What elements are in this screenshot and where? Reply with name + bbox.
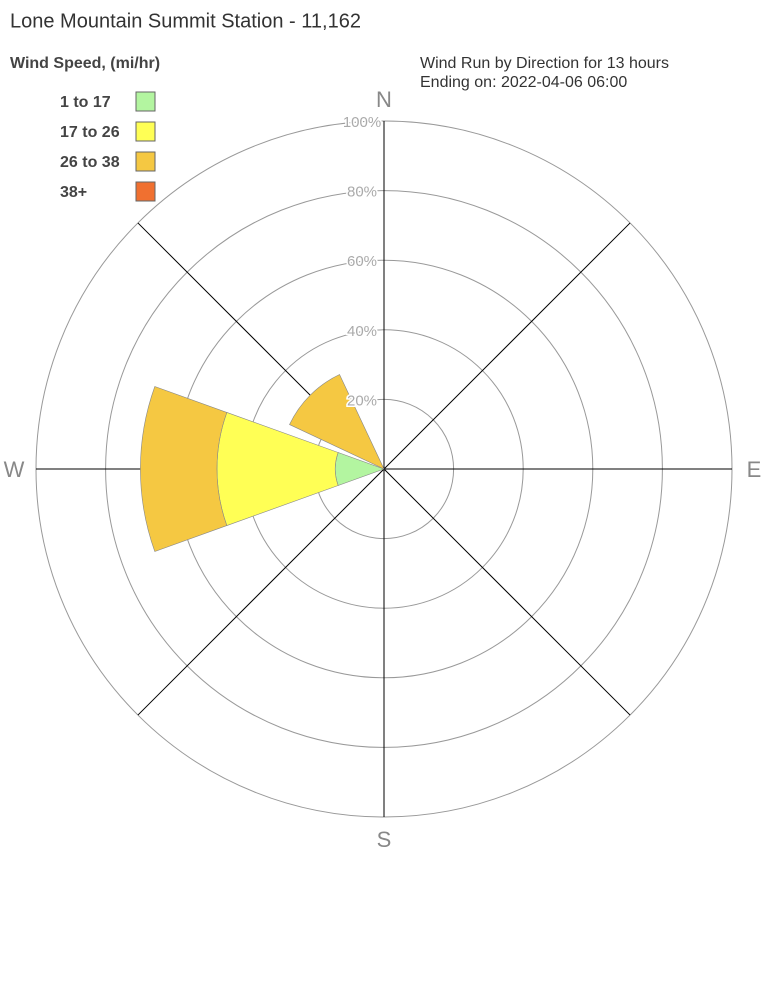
wedge-segment bbox=[140, 386, 228, 552]
direction-label: W bbox=[4, 457, 25, 482]
legend-label: 26 to 38 bbox=[60, 154, 120, 171]
legend-label: 38+ bbox=[60, 184, 87, 201]
spoke bbox=[137, 468, 385, 716]
spoke bbox=[383, 222, 631, 470]
direction-label: N bbox=[376, 87, 392, 112]
spoke bbox=[383, 468, 631, 716]
legend-swatch bbox=[135, 181, 156, 202]
legend-label: 17 to 26 bbox=[60, 124, 120, 141]
legend-label: 1 to 17 bbox=[60, 94, 111, 111]
legend-swatch bbox=[135, 151, 156, 172]
legend-swatch bbox=[135, 121, 156, 142]
r-tick-label: 20% bbox=[347, 392, 377, 409]
r-tick-label: 40% bbox=[347, 323, 377, 340]
legend-title: Wind Speed, (mi/hr) bbox=[10, 55, 160, 72]
subtitle: Ending on: 2022-04-06 06:00 bbox=[420, 74, 627, 91]
direction-label: E bbox=[747, 457, 762, 482]
chart-title: Lone Mountain Summit Station - 11,162 bbox=[10, 10, 361, 32]
subtitle: Wind Run by Direction for 13 hours bbox=[420, 55, 669, 72]
wedge-segment bbox=[289, 374, 385, 470]
r-tick-label: 100% bbox=[343, 114, 381, 131]
r-tick-label: 80% bbox=[347, 184, 377, 201]
r-tick-label: 60% bbox=[347, 253, 377, 270]
direction-label: S bbox=[377, 827, 392, 852]
legend-swatch bbox=[135, 91, 156, 112]
